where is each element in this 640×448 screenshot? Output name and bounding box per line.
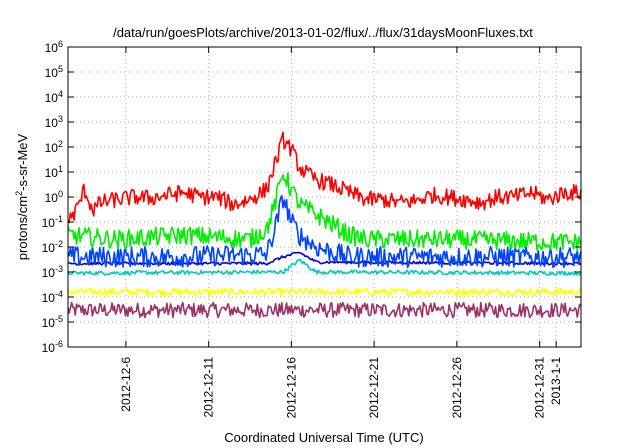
x-axis: 2012-12-6 2012-12-11 2012-12-16 2012-12-21 2… <box>119 47 563 418</box>
series-line <box>67 251 582 266</box>
y-tick-base: 10 <box>45 191 59 205</box>
y-tick-label: 103 <box>45 114 63 130</box>
y-tick-exp: 4 <box>58 89 63 99</box>
x-tick-label: 2012-12-31 <box>533 357 547 419</box>
series-line <box>67 301 582 319</box>
y-tick-label: 10-2 <box>42 239 63 255</box>
y-tick-label: 101 <box>45 164 63 180</box>
y-tick-label: 10-1 <box>42 214 63 230</box>
y-tick-exp: 1 <box>58 164 63 174</box>
y-tick-label: 106 <box>45 39 63 55</box>
y-axis: 10-610-510-410-310-210-11001011021031041… <box>42 39 581 355</box>
y-tick-base: 10 <box>45 166 59 180</box>
y-tick-exp: 2 <box>58 139 63 149</box>
x-tick-label: 2012-12-6 <box>119 357 133 412</box>
series-line <box>67 258 582 276</box>
y-tick-exp: -5 <box>55 314 63 324</box>
y-tick-exp: -4 <box>55 289 63 299</box>
x-axis-label: Coordinated Universal Time (UTC) <box>224 430 423 445</box>
y-tick-base: 10 <box>45 66 59 80</box>
series-lines <box>67 131 582 319</box>
y-tick-base: 10 <box>42 316 56 330</box>
y-tick-label: 10-6 <box>42 339 63 355</box>
series-line <box>67 195 582 269</box>
grid-lines <box>68 47 581 347</box>
x-tick-label: 2012-12-21 <box>367 357 381 419</box>
y-tick-label: 102 <box>45 139 63 155</box>
y-tick-label: 10-3 <box>42 264 63 280</box>
y-tick-exp: 0 <box>58 189 63 199</box>
x-tick-label: 2012-12-11 <box>202 357 216 418</box>
chart-title: /data/run/goesPlots/archive/2013-01-02/f… <box>113 25 533 40</box>
y-axis-label: protons/cm2-s-sr-MeV <box>14 133 30 260</box>
y-tick-label: 10-5 <box>42 314 63 330</box>
y-tick-exp: -1 <box>55 214 63 224</box>
y-tick-base: 10 <box>45 141 59 155</box>
y-tick-base: 10 <box>42 216 56 230</box>
y-tick-label: 10-4 <box>42 289 63 305</box>
y-tick-label: 100 <box>45 189 63 205</box>
series-line <box>67 131 582 224</box>
y-tick-exp: 3 <box>58 114 63 124</box>
y-axis-label-unit: protons/cm <box>15 196 30 260</box>
y-tick-base: 10 <box>42 266 56 280</box>
y-tick-exp: -6 <box>55 339 63 349</box>
y-tick-exp: -3 <box>55 264 63 274</box>
x-tick-label: 2012-12-16 <box>284 357 298 419</box>
x-tick-label: 2013-1-1 <box>549 357 563 405</box>
y-tick-exp: 5 <box>58 64 63 74</box>
y-tick-base: 10 <box>42 291 56 305</box>
y-tick-base: 10 <box>45 91 59 105</box>
y-tick-base: 10 <box>45 116 59 130</box>
series-line <box>67 287 582 297</box>
y-tick-base: 10 <box>42 341 56 355</box>
y-axis-label-rest: -s-sr-MeV <box>15 133 30 190</box>
y-tick-exp: 6 <box>58 39 63 49</box>
y-tick-label: 105 <box>45 64 63 80</box>
y-tick-base: 10 <box>45 41 59 55</box>
x-tick-label: 2012-12-26 <box>450 357 464 419</box>
series-line <box>67 172 582 253</box>
y-tick-base: 10 <box>42 241 56 255</box>
y-tick-label: 104 <box>45 89 63 105</box>
y-tick-exp: -2 <box>55 239 63 249</box>
y-axis-label-power: 2 <box>14 191 24 196</box>
